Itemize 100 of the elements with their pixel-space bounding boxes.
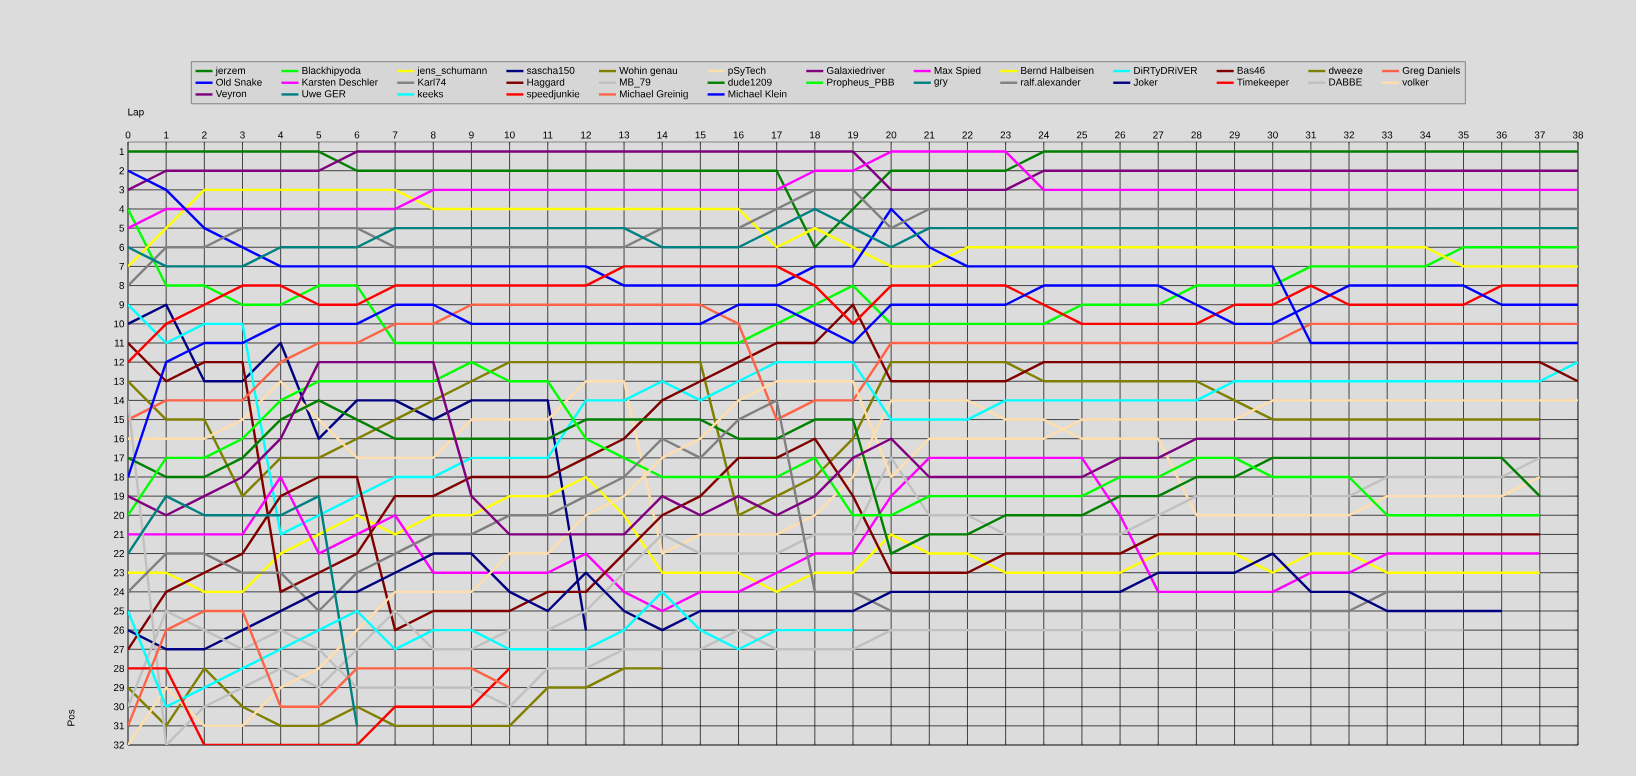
legend-label: ralf.alexander	[1021, 78, 1081, 86]
x-tick-label: 21	[924, 131, 935, 139]
legend-label: speedjunkie	[526, 90, 580, 100]
y-tick-label: 23	[113, 569, 125, 577]
legend-label: Greg Daniels	[1402, 66, 1460, 76]
legend-label: Max Spied	[934, 66, 981, 76]
y-tick-label: 15	[114, 416, 125, 424]
x-tick-label: 26	[1115, 131, 1126, 139]
y-tick-label: 22	[113, 550, 124, 558]
y-tick-label: 10	[114, 320, 125, 328]
legend-label: pSyTech	[728, 66, 766, 76]
legend-label: Joker	[1133, 78, 1158, 86]
x-tick-label: 32	[1343, 131, 1355, 139]
legend-label: Michael Greinig	[619, 90, 688, 100]
x-tick-label: 4	[278, 131, 284, 139]
y-tick-label: 24	[113, 588, 125, 596]
x-tick-label: 13	[619, 131, 630, 139]
y-tick-label: 19	[114, 492, 125, 500]
x-tick-label: 16	[733, 131, 744, 139]
x-tick-label: 1	[164, 131, 169, 139]
y-tick-label: 2	[119, 167, 124, 175]
x-tick-label: 0	[125, 131, 131, 139]
x-tick-label: 19	[848, 131, 859, 139]
x-tick-label: 6	[354, 131, 360, 139]
legend-label: Bas46	[1237, 66, 1265, 74]
x-tick-label: 34	[1420, 131, 1431, 139]
x-tick-label: 27	[1153, 131, 1164, 139]
legend-label: Timekeeper	[1237, 78, 1289, 88]
legend-label: Karsten Deschler	[302, 78, 378, 86]
x-tick-label: 28	[1191, 131, 1202, 139]
y-tick-label: 4	[119, 205, 125, 213]
x-tick-label: 20	[886, 131, 897, 139]
x-tick-label: 15	[695, 131, 706, 139]
legend-label: dweeze	[1328, 66, 1363, 74]
y-tick-label: 5	[119, 224, 125, 232]
legend-label: Michael Klein	[728, 90, 787, 98]
legend-label: Wohin genau	[619, 66, 678, 76]
y-tick-label: 26	[113, 626, 125, 634]
y-tick-label: 28	[113, 664, 125, 672]
y-tick-label: 18	[114, 473, 125, 481]
legend-label: Galaxiedriver	[826, 66, 885, 74]
legend-label: sascha150	[526, 66, 575, 74]
y-tick-label: 20	[113, 511, 125, 519]
legend-label: dude1209	[728, 78, 772, 86]
legend-label: volker	[1402, 78, 1429, 86]
legend-label: gry	[934, 79, 948, 87]
x-tick-label: 38	[1572, 131, 1584, 139]
legend-label: Haggard	[527, 78, 565, 88]
legend-label: DiRTyDRiVER	[1134, 66, 1198, 76]
y-tick-label: 30	[113, 703, 125, 711]
y-tick-label: 8	[119, 282, 125, 290]
y-tick-label: 25	[113, 607, 125, 615]
legend-label: Propheus_PBB	[827, 78, 895, 88]
y-tick-label: 14	[114, 396, 125, 404]
x-tick-label: 18	[810, 131, 820, 139]
legend-label: Blackhipyoda	[302, 66, 361, 76]
legend-label: Old Snake	[216, 78, 262, 86]
legend-label: Uwe GER	[302, 90, 346, 98]
x-tick-label: 17	[771, 131, 782, 139]
y-tick-label: 17	[114, 454, 124, 462]
x-tick-label: 24	[1038, 131, 1050, 139]
y-tick-label: 16	[114, 435, 125, 443]
y-tick-label: 32	[113, 741, 124, 749]
legend-label: DABBE	[1329, 78, 1362, 86]
y-tick-label: 11	[114, 339, 125, 347]
y-axis-title: Pos	[67, 709, 75, 726]
y-tick-label: 6	[119, 243, 125, 251]
y-tick-label: 31	[113, 722, 125, 730]
y-tick-label: 9	[119, 301, 125, 309]
x-tick-label: 12	[581, 131, 591, 139]
legend-label: jerzem	[215, 66, 245, 76]
y-tick-label: 27	[113, 645, 124, 653]
y-tick-label: 12	[114, 358, 124, 366]
legend-label: keeks	[418, 90, 444, 98]
x-tick-label: 3	[240, 131, 245, 139]
x-tick-label: 8	[430, 131, 436, 139]
legend-label: Veyron	[215, 90, 247, 100]
x-tick-label: 29	[1229, 131, 1240, 139]
x-tick-label: 5	[316, 131, 322, 139]
x-tick-label: 14	[657, 131, 668, 139]
x-tick-label: 35	[1458, 131, 1469, 139]
x-tick-label: 30	[1267, 131, 1278, 139]
y-tick-label: 1	[119, 148, 125, 155]
y-tick-label: 3	[119, 186, 125, 194]
x-tick-label: 22	[962, 131, 973, 139]
x-tick-label: 11	[543, 131, 553, 139]
y-tick-label: 29	[113, 684, 125, 692]
y-tick-label: 7	[119, 262, 124, 270]
legend-label: Karl74	[418, 78, 446, 86]
x-tick-label: 33	[1382, 131, 1393, 139]
legend-label: MB_79	[619, 78, 651, 88]
x-tick-label: 31	[1305, 131, 1316, 139]
x-tick-label: 9	[469, 131, 474, 139]
legend-label: Bernd Halbeisen	[1021, 66, 1094, 74]
y-tick-label: 13	[114, 377, 125, 385]
x-axis-title: Lap	[128, 108, 144, 118]
y-tick-label: 21	[113, 530, 125, 538]
x-tick-label: 10	[504, 131, 515, 139]
x-tick-label: 36	[1496, 131, 1507, 139]
x-tick-label: 7	[392, 131, 398, 139]
